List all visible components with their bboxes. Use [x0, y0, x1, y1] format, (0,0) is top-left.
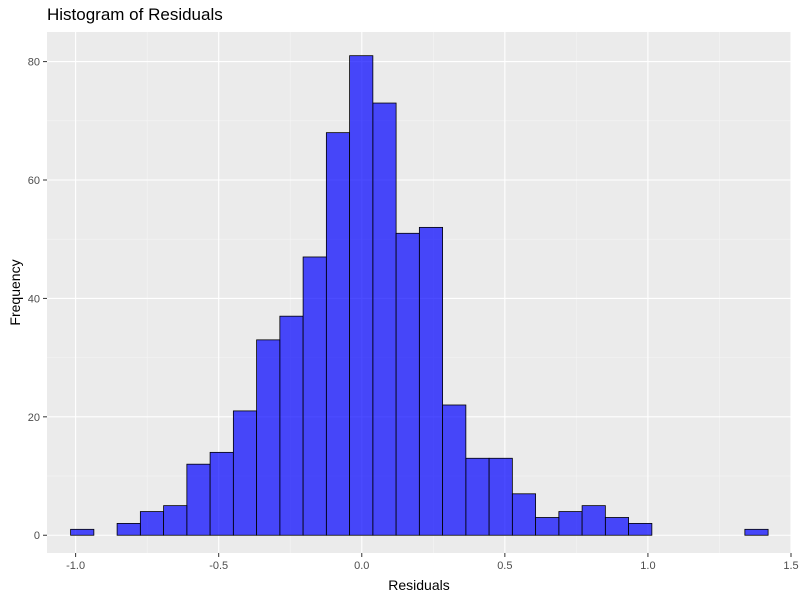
histogram-bar [744, 528, 769, 536]
x-tick-label: 1.5 [783, 560, 798, 572]
histogram-bar [70, 528, 95, 536]
histogram-bar [372, 102, 397, 536]
x-axis: -1.0 -0.5 0.0 0.5 1.0 1.5 [66, 553, 799, 572]
histogram-bar [535, 517, 560, 536]
histogram-bar [232, 410, 258, 536]
histogram-bar [628, 522, 653, 536]
histogram-bar [418, 226, 444, 536]
histogram-bar [604, 517, 630, 536]
histogram-bar [163, 505, 188, 536]
histogram-bar [325, 132, 351, 536]
y-tick-label: 80 [28, 57, 40, 69]
x-tick-label: 0.0 [354, 560, 369, 572]
histogram-bar [186, 463, 211, 536]
histogram-bars [70, 55, 769, 536]
histogram-bar [256, 339, 281, 536]
histogram-bar [116, 522, 141, 536]
histogram-bar [279, 315, 304, 536]
histogram-bar [209, 451, 234, 536]
histogram-bar [558, 511, 583, 536]
y-axis: 0 20 40 60 80 [28, 57, 47, 542]
histogram-bar [349, 55, 374, 536]
histogram-bar [581, 505, 606, 536]
y-tick-label: 0 [34, 530, 40, 542]
histogram-bar [302, 256, 327, 536]
y-axis-title: Frequency [7, 259, 23, 325]
x-tick-label: 1.0 [640, 560, 655, 572]
x-tick-label: -0.5 [209, 560, 228, 572]
y-tick-label: 60 [28, 175, 40, 187]
histogram-bar [511, 493, 537, 536]
y-tick-label: 40 [28, 293, 40, 305]
x-tick-label: 0.5 [497, 560, 512, 572]
x-axis-title: Residuals [388, 577, 449, 593]
y-tick-label: 20 [28, 412, 40, 424]
histogram-bar [488, 457, 513, 536]
histogram-bar [465, 457, 490, 536]
histogram-bar [139, 511, 165, 536]
histogram-bar [395, 232, 420, 536]
histogram-bar [442, 404, 467, 536]
chart-title: Histogram of Residuals [47, 5, 223, 24]
x-tick-label: -1.0 [66, 560, 85, 572]
